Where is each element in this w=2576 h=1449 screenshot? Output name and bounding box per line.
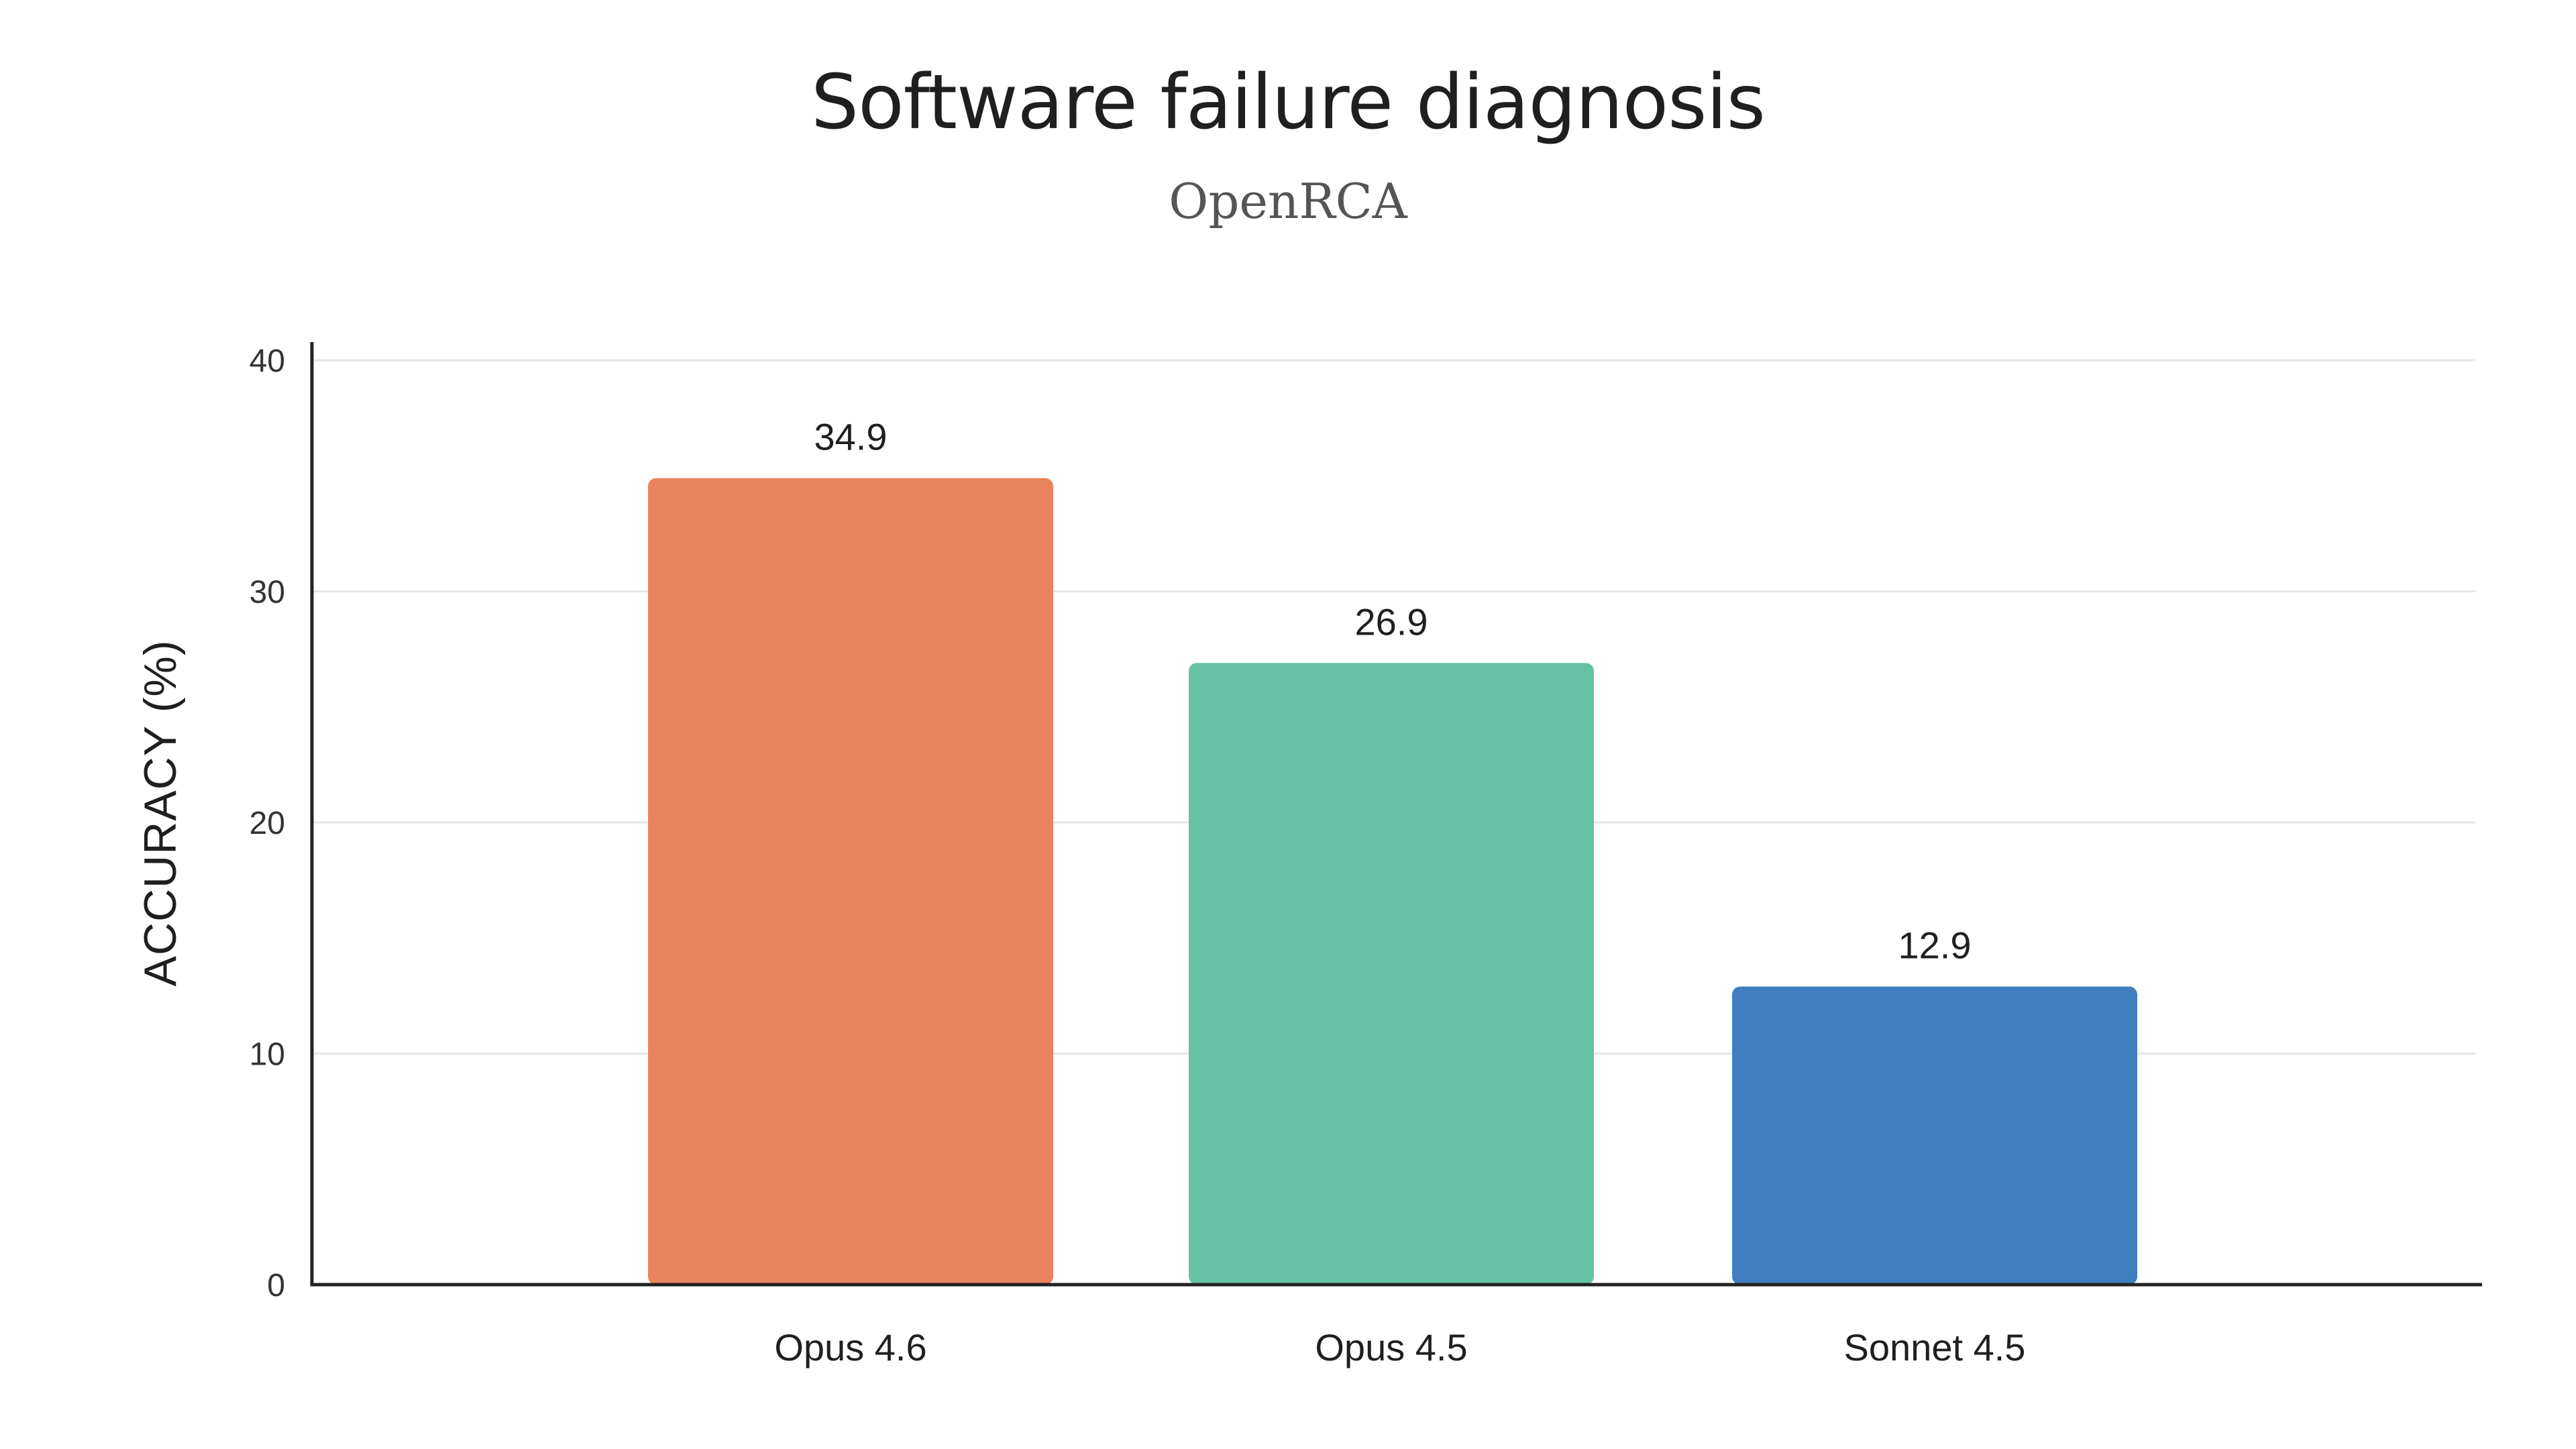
bar-value-label: 12.9 <box>1898 924 1972 967</box>
x-tick-label: Opus 4.6 <box>774 1326 926 1368</box>
y-tick-label: 10 <box>250 1037 285 1073</box>
bar-opus-4-5 <box>1189 663 1594 1285</box>
chart-title: Software failure diagnosis <box>811 59 1766 146</box>
y-tick-label: 20 <box>250 806 285 841</box>
x-tick-label: Sonnet 4.5 <box>1844 1326 2026 1368</box>
y-tick-label: 40 <box>250 343 285 379</box>
y-tick-label: 0 <box>267 1268 285 1303</box>
y-axis-title: ACCURACY (%) <box>135 639 186 986</box>
y-tick-label: 30 <box>250 575 285 610</box>
x-tick-label: Opus 4.5 <box>1315 1326 1467 1368</box>
bar-value-label: 26.9 <box>1355 600 1428 643</box>
bar-value-label: 34.9 <box>814 416 888 458</box>
bar-opus-4-6 <box>648 478 1053 1285</box>
chart-subtitle: OpenRCA <box>1169 173 1407 229</box>
bar-sonnet-4-5 <box>1732 986 2137 1285</box>
